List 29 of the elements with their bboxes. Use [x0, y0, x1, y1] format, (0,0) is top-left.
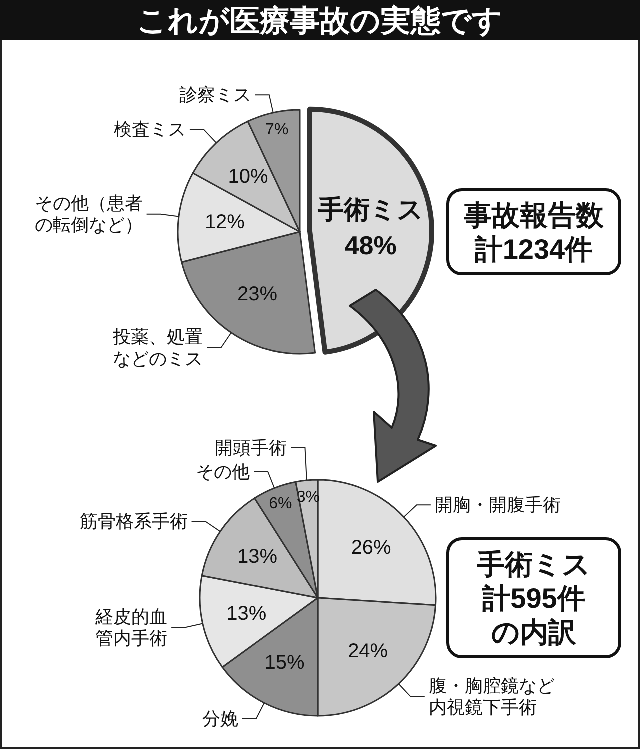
text: 手術ミス: [476, 548, 591, 580]
slice-label: その他（患者の転倒など）: [34, 194, 143, 236]
data-label: 7%: [266, 121, 289, 138]
slice-label: 腹・胸腔鏡など内視鏡下手術: [428, 676, 555, 718]
text: 計1234件: [474, 234, 594, 264]
slice-label: 筋骨格系手術: [80, 512, 188, 532]
text: 計595件: [482, 582, 586, 614]
slice-label: 開頭手術: [215, 438, 288, 458]
chart-title: これが医療事故の実態です: [137, 4, 503, 38]
slice-label: 投薬、処置などのミス: [112, 327, 204, 369]
slice-label: その他: [196, 462, 250, 482]
data-label: 6%: [269, 495, 292, 512]
slice-label: 分娩: [202, 708, 238, 729]
data-label: 24%: [348, 640, 388, 662]
data-label: 10%: [228, 166, 268, 188]
data-label: 15%: [264, 652, 306, 674]
data-label: 12%: [204, 212, 246, 234]
slice-label: 手術ミス: [316, 194, 424, 225]
data-label: 48%: [344, 230, 397, 261]
slice-label: 検査ミス: [114, 120, 186, 140]
slice-label: 診察ミス: [179, 85, 252, 106]
data-label: 13%: [237, 546, 278, 568]
data-label: 23%: [237, 284, 278, 306]
text: 事故報告数: [463, 200, 605, 230]
data-label: 13%: [226, 602, 267, 625]
text: の内訳: [492, 616, 578, 648]
slice-label: 開胸・開腹手術: [434, 495, 561, 516]
slice-label: 経皮的血管内手術: [94, 606, 168, 648]
data-label: 26%: [351, 536, 392, 559]
